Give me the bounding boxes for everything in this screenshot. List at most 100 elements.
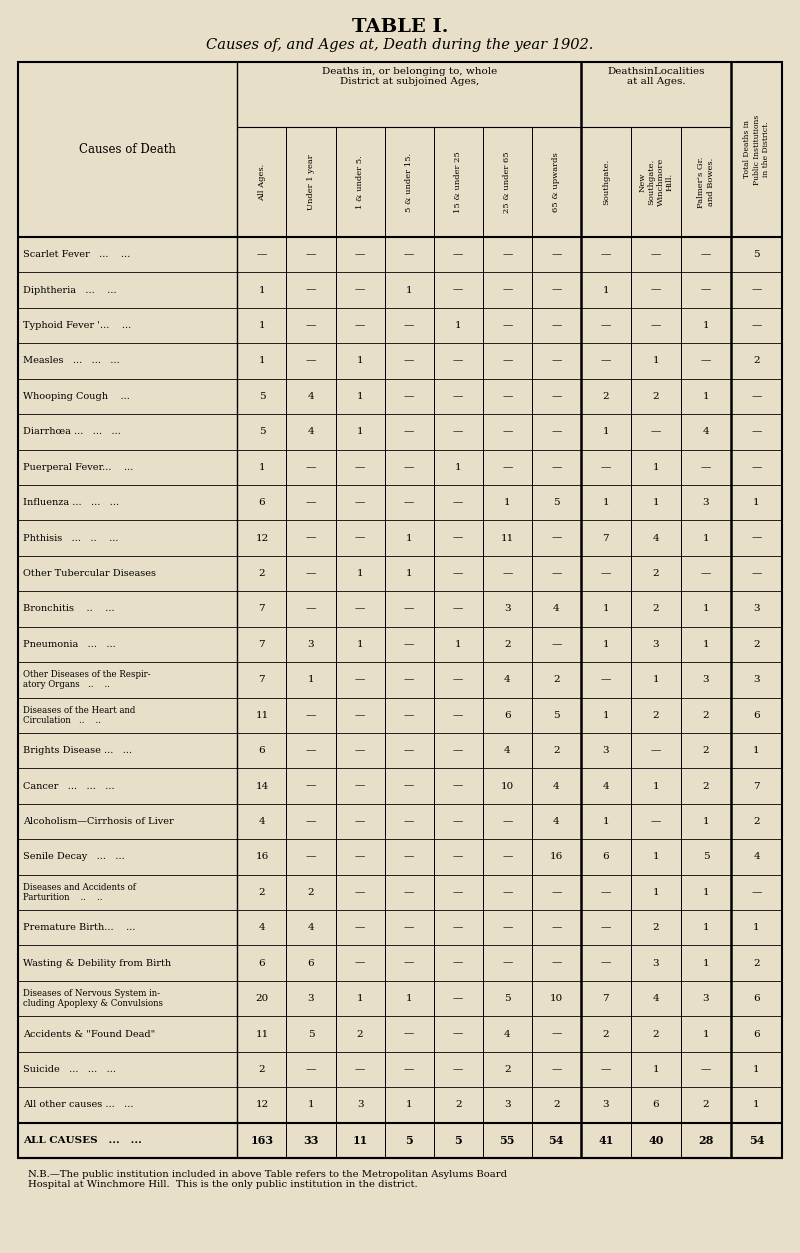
- Text: —: —: [453, 251, 463, 259]
- Text: 3: 3: [504, 1100, 510, 1109]
- Text: 1: 1: [357, 569, 363, 578]
- Text: 5: 5: [258, 427, 266, 436]
- Text: —: —: [701, 462, 711, 471]
- Text: —: —: [355, 286, 366, 294]
- Text: 2: 2: [602, 1030, 610, 1039]
- Text: Wasting & Debility from Birth: Wasting & Debility from Birth: [23, 959, 171, 967]
- Text: 1: 1: [702, 888, 710, 897]
- Text: 1: 1: [308, 675, 314, 684]
- Text: —: —: [355, 710, 366, 719]
- Text: 1: 1: [753, 923, 760, 932]
- Text: —: —: [551, 1065, 562, 1074]
- Text: 7: 7: [258, 640, 266, 649]
- Text: Diphtheria   ...    ...: Diphtheria ... ...: [23, 286, 117, 294]
- Text: —: —: [551, 392, 562, 401]
- Text: —: —: [404, 959, 414, 967]
- Text: Other Tubercular Diseases: Other Tubercular Diseases: [23, 569, 156, 578]
- Text: —: —: [502, 852, 513, 861]
- Text: —: —: [751, 534, 762, 543]
- Text: —: —: [551, 640, 562, 649]
- Text: —: —: [551, 959, 562, 967]
- Text: 1: 1: [357, 357, 363, 366]
- Text: —: —: [453, 675, 463, 684]
- Text: —: —: [404, 852, 414, 861]
- Text: 1: 1: [753, 499, 760, 507]
- Text: 15 & under 25: 15 & under 25: [454, 152, 462, 213]
- Text: —: —: [306, 817, 316, 826]
- Text: Diseases and Accidents of
Parturition    ..    ..: Diseases and Accidents of Parturition ..…: [23, 882, 136, 902]
- Text: 54: 54: [749, 1135, 764, 1145]
- Text: 55: 55: [499, 1135, 515, 1145]
- Text: 7: 7: [602, 534, 610, 543]
- Text: —: —: [404, 923, 414, 932]
- Text: Diseases of the Heart and
Circulation   ..    ..: Diseases of the Heart and Circulation ..…: [23, 705, 135, 725]
- Text: 1: 1: [258, 462, 266, 471]
- Text: 4: 4: [653, 994, 659, 1004]
- Text: Senile Decay   ...   ...: Senile Decay ... ...: [23, 852, 125, 861]
- Text: —: —: [453, 499, 463, 507]
- Text: —: —: [502, 923, 513, 932]
- Text: —: —: [355, 251, 366, 259]
- Text: —: —: [306, 286, 316, 294]
- Text: 2: 2: [702, 710, 710, 719]
- Text: 5: 5: [308, 1030, 314, 1039]
- Text: 163: 163: [250, 1135, 274, 1145]
- Text: —: —: [404, 710, 414, 719]
- Text: TABLE I.: TABLE I.: [352, 18, 448, 36]
- Text: 7: 7: [753, 782, 760, 791]
- Text: 4: 4: [653, 534, 659, 543]
- Text: —: —: [355, 746, 366, 756]
- Text: —: —: [404, 462, 414, 471]
- Text: 2: 2: [602, 392, 610, 401]
- Text: 3: 3: [602, 746, 610, 756]
- Text: Premature Birth...    ...: Premature Birth... ...: [23, 923, 135, 932]
- Text: 1: 1: [702, 604, 710, 614]
- Text: 2: 2: [504, 640, 510, 649]
- Text: 5: 5: [553, 710, 560, 719]
- Text: 20: 20: [255, 994, 269, 1004]
- Text: Suicide   ...   ...   ...: Suicide ... ... ...: [23, 1065, 116, 1074]
- Text: —: —: [551, 286, 562, 294]
- Text: 1: 1: [406, 1100, 413, 1109]
- Text: 6: 6: [653, 1100, 659, 1109]
- Text: —: —: [306, 852, 316, 861]
- Text: —: —: [601, 251, 611, 259]
- Text: —: —: [601, 569, 611, 578]
- Text: —: —: [306, 710, 316, 719]
- Text: —: —: [355, 462, 366, 471]
- Text: Typhoid Fever '...    ...: Typhoid Fever '... ...: [23, 321, 131, 330]
- Text: 1: 1: [357, 994, 363, 1004]
- Text: —: —: [502, 427, 513, 436]
- Text: 2: 2: [653, 604, 659, 614]
- Text: 1: 1: [653, 462, 659, 471]
- Text: 5: 5: [553, 499, 560, 507]
- Text: —: —: [551, 251, 562, 259]
- Text: —: —: [751, 392, 762, 401]
- Text: —: —: [355, 888, 366, 897]
- Text: —: —: [306, 357, 316, 366]
- Text: —: —: [404, 251, 414, 259]
- Text: 3: 3: [308, 994, 314, 1004]
- Text: —: —: [404, 888, 414, 897]
- Text: —: —: [551, 462, 562, 471]
- Text: —: —: [601, 923, 611, 932]
- Text: Scarlet Fever   ...    ...: Scarlet Fever ... ...: [23, 251, 130, 259]
- Text: 1: 1: [406, 286, 413, 294]
- Text: 2: 2: [653, 569, 659, 578]
- Text: —: —: [404, 675, 414, 684]
- Text: 2: 2: [753, 959, 760, 967]
- Text: —: —: [355, 1065, 366, 1074]
- Text: —: —: [601, 462, 611, 471]
- Text: 5: 5: [406, 1135, 413, 1145]
- Text: —: —: [404, 499, 414, 507]
- Text: —: —: [453, 357, 463, 366]
- Text: 5: 5: [454, 1135, 462, 1145]
- Text: —: —: [453, 604, 463, 614]
- Text: 1: 1: [258, 321, 266, 330]
- Text: Accidents & "Found Dead": Accidents & "Found Dead": [23, 1030, 155, 1039]
- Text: —: —: [355, 604, 366, 614]
- Text: 7: 7: [602, 994, 610, 1004]
- Text: —: —: [701, 357, 711, 366]
- Text: 5: 5: [504, 994, 510, 1004]
- Text: 1: 1: [406, 569, 413, 578]
